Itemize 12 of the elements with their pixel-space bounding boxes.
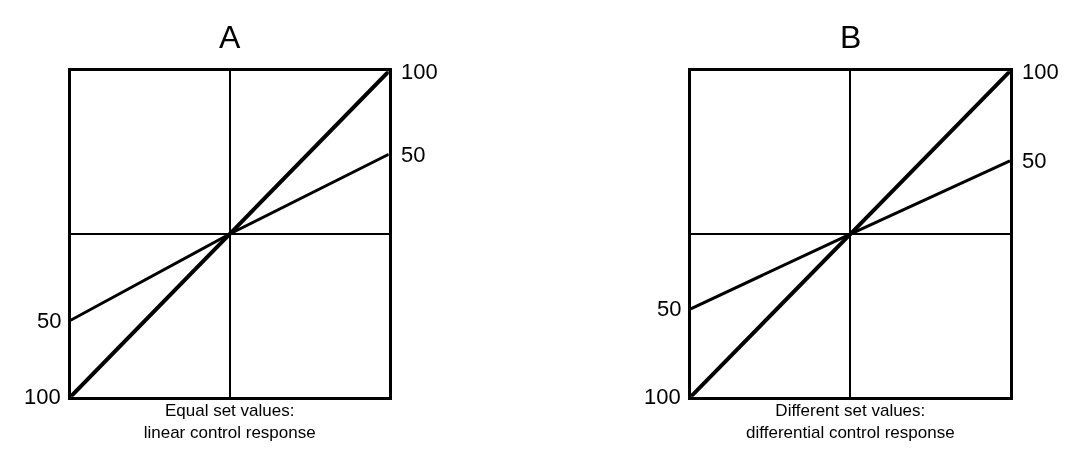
x-axis-title: Equal set values: linear control response [143, 401, 316, 443]
x-axis-title: Different set values: differential control response [746, 401, 955, 443]
series-label: 100 [24, 384, 61, 409]
text: 50 [1022, 148, 1047, 173]
series-label: 50 [657, 296, 682, 321]
series-label: 100 [644, 384, 681, 409]
series-label: 50 [37, 308, 62, 333]
text: 100 [1022, 59, 1059, 84]
text: 50 [401, 142, 426, 167]
chart-title: A [219, 19, 241, 55]
text: 100 [401, 59, 438, 84]
chart-title: B [840, 19, 862, 55]
